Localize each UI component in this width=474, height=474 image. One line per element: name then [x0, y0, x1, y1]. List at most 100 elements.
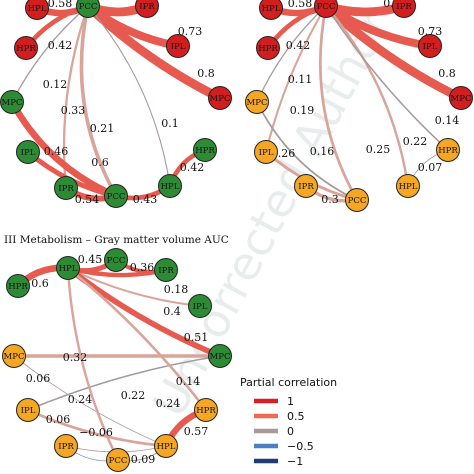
- edge-label-mpc_l-mpc_r: 0.32: [63, 351, 88, 364]
- legend-label: 0.5: [287, 410, 305, 423]
- node-label-hpr2: HPR: [195, 146, 215, 156]
- network-panel-2: 0.58 0.8 0.73 0.8 0.42 0.11 0.19 0.25 0.22 0.14 0.…: [245, 0, 473, 212]
- edge-label-ipl2-pcc2: 0.46: [44, 145, 69, 158]
- edge-label-pcc-ipr2: 0.21: [90, 122, 115, 135]
- node-label-ipr: IPR: [158, 266, 174, 276]
- network-panel-1: 0.580.80.730.80.420.120.330.210.10.460.6…: [0, 0, 232, 208]
- node-ipr: [135, 0, 159, 18]
- node-mpc_l: [2, 344, 26, 368]
- edge-label-hpr2-hpl2: 0.07: [418, 161, 443, 174]
- node-hpl: [25, 0, 49, 20]
- node-ipr2: [54, 434, 78, 458]
- edge-pcc-ipl2: [264, 4, 328, 154]
- legend-label: −0.5: [287, 440, 314, 453]
- edge-label-pcc-ipr: 0.8: [383, 0, 401, 10]
- edge-label-pcc-ipl: 0.73: [178, 25, 203, 38]
- edge-pcc-mpc_r: [83, 1, 225, 103]
- node-label-ipl: IPL: [193, 302, 208, 312]
- node-label-hpl: HPL: [28, 4, 47, 14]
- node-ipl2: [16, 140, 40, 164]
- node-mpc_r: [208, 86, 232, 110]
- node-label-ipl: IPL: [171, 42, 186, 52]
- node-label-hpl2: HPL: [157, 442, 176, 452]
- edge-label-hpl-pcc2: 0.22: [121, 389, 146, 402]
- node-pcc: [104, 248, 128, 272]
- node-label-hpl: HPL: [59, 264, 78, 274]
- node-label-hpl2: HPL: [399, 182, 418, 192]
- edge-label-hpl-ipr: 0.4: [163, 305, 181, 318]
- network-panel-3: 0.45 0.36 0.6 0.18 0.510.4 0.32 0.06 0.24 0.06 −0…: [2, 248, 232, 472]
- edge-label-pcc-hpr: 0.42: [48, 39, 73, 52]
- legend-title: Partial correlation: [240, 376, 337, 389]
- edge-label-pcc-mpc_l: 0.11: [288, 73, 313, 86]
- edge-label-pcc-mpc_l: 0.12: [43, 78, 68, 91]
- node-label-mpc_r: MPC: [210, 352, 231, 362]
- edge-hpl-pcc2: [66, 266, 120, 462]
- node-hpl2: [396, 174, 420, 198]
- edge-label-mpc_r-ipl2: 0.14: [176, 375, 201, 388]
- node-label-pcc: PCC: [79, 2, 98, 12]
- edge-pcc-hpl2: [87, 5, 171, 187]
- node-label-ipr: IPR: [396, 2, 412, 12]
- edge-label-hpr2-hpl2: 0.42: [180, 161, 205, 174]
- edge-pcc-hpr2: [325, 5, 449, 151]
- node-label-mpc_l: MPC: [4, 352, 25, 362]
- node-pcc2: [104, 184, 128, 208]
- edge-pcc-hpl2: [324, 4, 410, 188]
- node-mpc_r: [208, 344, 232, 368]
- edge-mpc_r-ipl2: [27, 355, 221, 411]
- edge-label-pcc-ipl: 0.73: [418, 25, 443, 38]
- node-hpl2: [154, 434, 178, 458]
- node-hpr: [6, 274, 30, 298]
- edge-label-hpl-hpr2: 0.24: [156, 397, 181, 410]
- edge-label-mpc_l-hpl2: 0.06: [26, 372, 51, 385]
- edge-label-ipr2-pcc2: −0.06: [79, 426, 113, 439]
- node-label-pcc2: PCC: [348, 196, 367, 206]
- node-hpr2: [194, 398, 218, 422]
- edge-pcc-pcc2: [318, 4, 359, 202]
- node-label-hpl2: HPL: [161, 182, 180, 192]
- node-label-hpr2: HPR: [196, 406, 216, 416]
- edge-pcc-mpc_l: [256, 5, 327, 103]
- node-mpc_l: [0, 90, 24, 114]
- node-ipr: [392, 0, 416, 18]
- node-label-ipl2: IPL: [21, 406, 36, 416]
- watermark-text: Uncorrected Author: [142, 2, 401, 426]
- node-label-pcc2: PCC: [107, 192, 126, 202]
- node-label-mpc_l: MPC: [2, 98, 23, 108]
- node-label-mpc_r: MPC: [451, 94, 472, 104]
- node-label-ipr2: IPR: [298, 182, 314, 192]
- legend: Partial correlation 1 0.5 0 −0.5 −1: [240, 376, 337, 468]
- edge-ipl2-hpl2: [26, 408, 168, 448]
- edge-label-hpl-mpc_r: 0.51: [184, 331, 209, 344]
- node-ipr: [154, 258, 178, 282]
- edge-pcc-mpc_l: [11, 5, 89, 103]
- node-hpl2: [158, 174, 182, 198]
- node-label-ipl: IPL: [423, 42, 438, 52]
- legend-label: 0: [287, 425, 294, 438]
- node-pcc: [76, 0, 100, 18]
- node-ipr2: [54, 176, 78, 200]
- node-mpc_r: [449, 86, 473, 110]
- node-label-pcc2: PCC: [109, 456, 128, 466]
- edge-label-pcc-pcc2: 0.33: [61, 104, 86, 117]
- node-hpr: [256, 36, 280, 60]
- node-hpr2: [193, 138, 217, 162]
- edge-label-pcc-hpr2: 0.14: [435, 114, 460, 127]
- edge-label-pcc-ipl2: 0.19: [290, 104, 315, 117]
- edge-label-ipr2-pcc2: 0.3: [321, 193, 339, 206]
- edge-label-pcc-hpl2: 0.1: [161, 117, 179, 130]
- node-hpr: [14, 36, 38, 60]
- node-label-ipl2: IPL: [21, 148, 36, 158]
- node-pcc: [314, 0, 338, 18]
- edge-label-pcc-hpl2: 0.22: [403, 135, 428, 148]
- node-label-hpr: HPR: [16, 44, 36, 54]
- edge-hpl-ipl: [67, 267, 201, 307]
- node-label-ipr2: IPR: [58, 442, 74, 452]
- edge-mpc_l-hpl2: [13, 355, 167, 447]
- node-ipl2: [16, 398, 40, 422]
- node-label-pcc: PCC: [107, 256, 126, 266]
- edge-label-ipl2-hpl2: 0.24: [68, 393, 93, 406]
- node-label-hpr: HPR: [258, 44, 278, 54]
- node-mpc_l: [245, 90, 269, 114]
